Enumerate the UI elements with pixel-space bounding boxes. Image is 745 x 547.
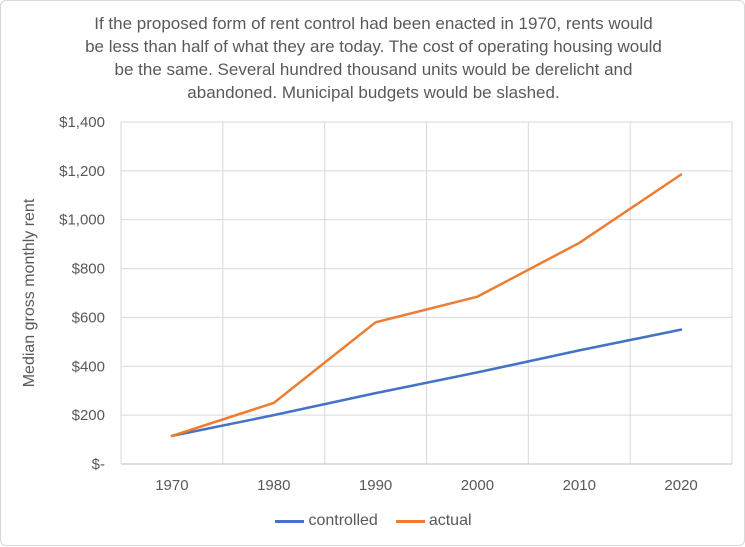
legend-label-actual: actual <box>428 512 472 529</box>
chart-title-line-1: If the proposed form of rent control had… <box>94 14 653 33</box>
y-tick-label-400: $400 <box>72 358 105 375</box>
y-tick-label-1200: $1,200 <box>59 163 105 180</box>
x-tick-label-2010: 2010 <box>563 477 596 494</box>
chart-title-line-2: be less than half of what they are today… <box>85 37 662 56</box>
legend-line-swatch-controlled <box>275 519 305 523</box>
legend-label-controlled: controlled <box>308 512 378 529</box>
series-line-actual <box>170 173 683 438</box>
y-tick-label-200: $200 <box>72 407 105 424</box>
chart-title: If the proposed form of rent control had… <box>1 12 745 104</box>
chart-title-line-3: be the same. Several hundred thousand un… <box>114 60 633 79</box>
y-tick-label-1000: $1,000 <box>59 212 105 229</box>
x-tick-label-1980: 1980 <box>257 477 290 494</box>
y-tick-label-600: $600 <box>72 309 105 326</box>
y-tick-label-800: $800 <box>72 261 105 278</box>
legend-item-controlled: controlled <box>275 512 378 530</box>
x-tick-label-2020: 2020 <box>664 477 697 494</box>
series-line-controlled <box>170 328 683 438</box>
legend-item-actual: actual <box>395 512 472 530</box>
y-tick-label-1400: $1,400 <box>59 114 105 131</box>
x-tick-label-1990: 1990 <box>359 477 392 494</box>
legend-line-swatch-actual <box>395 519 425 523</box>
x-tick-label-1970: 1970 <box>155 477 188 494</box>
chart-title-line-4: abandoned. Municipal budgets would be sl… <box>187 83 560 102</box>
y-tick-label-0: $- <box>92 456 105 473</box>
legend: controlled actual <box>1 512 745 530</box>
x-tick-label-2000: 2000 <box>461 477 494 494</box>
